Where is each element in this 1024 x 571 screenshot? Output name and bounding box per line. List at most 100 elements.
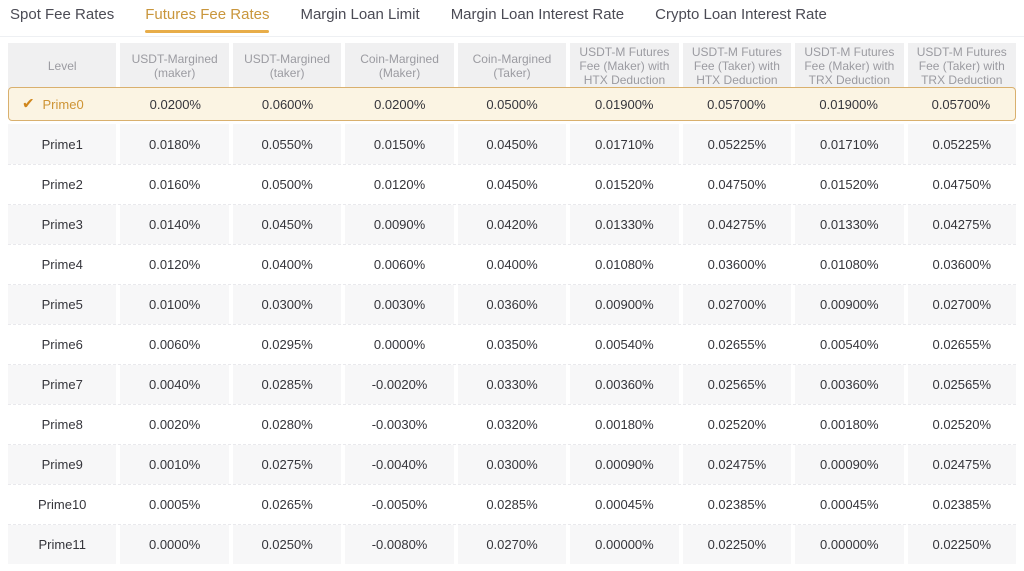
cell-level: Prime1 xyxy=(8,124,117,164)
tab-margin-loan-limit[interactable]: Margin Loan Limit xyxy=(300,6,420,23)
cell-value: 0.01330% xyxy=(795,205,904,244)
cell-value: 0.0420% xyxy=(457,205,567,244)
cell-level: Prime7 xyxy=(8,365,117,404)
cell-value: 0.05225% xyxy=(907,124,1016,164)
cell-value: 0.00000% xyxy=(795,525,904,564)
cell-value: 0.02250% xyxy=(907,525,1016,564)
cell-value: 0.02475% xyxy=(907,445,1016,484)
cell-value: 0.0020% xyxy=(148,417,201,432)
tab-bar: Spot Fee Rates Futures Fee Rates Margin Lo… xyxy=(0,0,1024,37)
cell-value: 0.02250% xyxy=(682,525,792,564)
cell-value: 0.02520% xyxy=(932,417,992,432)
cell-value: 0.0090% xyxy=(345,205,454,244)
tab-margin-loan-interest-rate[interactable]: Margin Loan Interest Rate xyxy=(450,6,625,23)
cell-level: Prime11 xyxy=(8,525,117,564)
cell-level: Prime10 xyxy=(38,497,87,512)
cell-value: 0.00090% xyxy=(570,445,679,484)
cell-level: Prime4 xyxy=(41,257,83,272)
table-row-prime10: Prime10 0.0005% 0.0265% -0.0050% 0.0285% 0.00… xyxy=(8,484,1016,524)
cell-value: 0.05700% xyxy=(707,96,766,112)
cell-value: 0.05700% xyxy=(931,96,991,112)
cell-value: 0.01900% xyxy=(819,96,878,112)
column-header-usdt-margined-maker: USDT-Margined (maker) xyxy=(120,43,229,89)
cell-value: 0.0150% xyxy=(345,124,454,164)
column-header-usdt-m-futures-fee-maker-with-trx-deduction: USDT-M Futures Fee (Maker) with TRX Dedu… xyxy=(795,43,904,89)
cell-value: 0.0120% xyxy=(148,257,201,272)
cell-value: 0.04275% xyxy=(682,205,792,244)
cell-value: 0.00180% xyxy=(595,417,654,432)
cell-value: 0.00045% xyxy=(820,497,879,512)
cell-value: 0.01900% xyxy=(594,96,654,112)
column-header-coin-margined-taker: Coin-Margined (Taker) xyxy=(457,43,567,89)
cell-level: Prime2 xyxy=(41,177,83,192)
table-row-prime5: Prime5 0.0100% 0.0300% 0.0030% 0.0360% 0.0090… xyxy=(8,284,1016,324)
table-row-prime4: Prime4 0.0120% 0.0400% 0.0060% 0.0400% 0.0108… xyxy=(8,244,1016,284)
cell-value: 0.02700% xyxy=(907,285,1016,324)
cell-value: 0.04275% xyxy=(907,205,1016,244)
cell-value: 0.0320% xyxy=(486,417,538,432)
cell-value: 0.03600% xyxy=(707,257,767,272)
cell-value: 0.05225% xyxy=(682,124,792,164)
cell-value: -0.0030% xyxy=(371,417,428,432)
cell-value: 0.00360% xyxy=(795,365,904,404)
cell-value: 0.00180% xyxy=(820,417,879,432)
cell-value: 0.02520% xyxy=(707,417,767,432)
cell-value: 0.02700% xyxy=(682,285,792,324)
cell-value: 0.0000% xyxy=(120,525,229,564)
table-row-prime3: Prime3 0.0140% 0.0450% 0.0090% 0.0420% 0.0133… xyxy=(8,204,1016,244)
cell-value: 0.0550% xyxy=(232,124,342,164)
cell-value: 0.0140% xyxy=(120,205,229,244)
cell-value: 0.01080% xyxy=(595,257,654,272)
tab-crypto-loan-interest-rate[interactable]: Crypto Loan Interest Rate xyxy=(655,6,827,23)
cell-value: 0.0295% xyxy=(261,337,313,352)
cell-value: 0.01710% xyxy=(570,124,679,164)
cell-value: 0.0285% xyxy=(486,497,538,512)
cell-value: 0.0280% xyxy=(261,417,313,432)
cell-value: 0.02385% xyxy=(932,497,992,512)
cell-value: 0.0000% xyxy=(373,337,426,352)
cell-value: 0.02385% xyxy=(707,497,767,512)
cell-value: 0.0500% xyxy=(486,96,538,112)
cell-value: 0.0200% xyxy=(374,96,426,112)
table-row-prime9: Prime9 0.0010% 0.0275% -0.0040% 0.0300% 0.000… xyxy=(8,444,1016,484)
column-header-usdt-m-futures-fee-taker-with-trx-deduction: USDT-M Futures Fee (Taker) with TRX Dedu… xyxy=(907,43,1016,89)
cell-value: 0.02655% xyxy=(932,337,992,352)
cell-value: -0.0080% xyxy=(345,525,454,564)
cell-value: 0.01520% xyxy=(820,177,879,192)
cell-value: 0.0200% xyxy=(149,96,201,112)
table-header: Level USDT-Margined (maker) USDT-Margined … xyxy=(8,43,1016,89)
cell-value: -0.0020% xyxy=(345,365,454,404)
table-row-prime6: Prime6 0.0060% 0.0295% 0.0000% 0.0350% 0.0054… xyxy=(8,324,1016,364)
cell-value: 0.0010% xyxy=(120,445,229,484)
cell-value: 0.01330% xyxy=(570,205,679,244)
cell-level: Prime9 xyxy=(8,445,117,484)
tab-futures-fee-rates[interactable]: Futures Fee Rates xyxy=(145,0,270,36)
cell-value: 0.0100% xyxy=(120,285,229,324)
cell-value: -0.0050% xyxy=(371,497,428,512)
cell-value: 0.00090% xyxy=(795,445,904,484)
cell-value: 0.03600% xyxy=(932,257,992,272)
table-row-prime1: Prime1 0.0180% 0.0550% 0.0150% 0.0450% 0.0171… xyxy=(8,124,1016,164)
cell-level: Prime3 xyxy=(8,205,117,244)
column-header-level: Level xyxy=(8,43,117,89)
cell-value: 0.0040% xyxy=(120,365,229,404)
cell-value: 0.0300% xyxy=(232,285,342,324)
cell-value: 0.00540% xyxy=(820,337,879,352)
cell-value: 0.0400% xyxy=(486,257,538,272)
cell-level: Prime8 xyxy=(41,417,83,432)
cell-value: 0.00360% xyxy=(570,365,679,404)
cell-value: 0.04750% xyxy=(707,177,767,192)
cell-value: 0.0160% xyxy=(148,177,201,192)
column-header-usdt-m-futures-fee-taker-with-htx-deduction: USDT-M Futures Fee (Taker) with HTX Dedu… xyxy=(682,43,792,89)
cell-value: 0.0180% xyxy=(120,124,229,164)
cell-value: 0.00900% xyxy=(570,285,679,324)
cell-value: 0.0005% xyxy=(148,497,201,512)
tab-spot-fee-rates[interactable]: Spot Fee Rates xyxy=(10,6,115,23)
table-body: Prime0 ✔ 0.0200% 0.0600% 0.0200% 0.0500% 0.019… xyxy=(8,87,1016,564)
cell-value: 0.01710% xyxy=(795,124,904,164)
table-row-prime0: Prime0 ✔ 0.0200% 0.0600% 0.0200% 0.0500% 0.019… xyxy=(8,87,1016,121)
cell-value: 0.0360% xyxy=(457,285,567,324)
cell-level: Prime6 xyxy=(41,337,83,352)
cell-value: 0.00000% xyxy=(570,525,679,564)
cell-value: 0.0060% xyxy=(148,337,201,352)
